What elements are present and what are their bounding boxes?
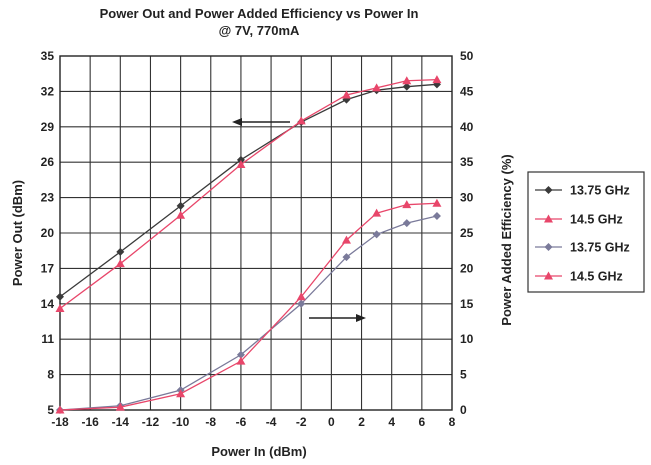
x-tick-label: 2 <box>358 415 365 429</box>
data-point <box>372 83 382 92</box>
y-left-tick-label: 5 <box>47 403 54 417</box>
data-point <box>236 350 245 359</box>
chart-subtitle: @ 7V, 770mA <box>219 23 300 38</box>
y-right-tick-label: 25 <box>460 226 474 240</box>
y-left-tick-label: 23 <box>41 191 55 205</box>
tick-labels: -18 -16 -14 -12 -10 -8 -6 -4 -2 0 2 4 6 8 5 8 11 14 17 20 23… <box>41 49 474 429</box>
data-point <box>236 356 246 365</box>
left-arrow-head <box>232 118 242 126</box>
legend-label: 14.5 GHz <box>570 213 623 227</box>
data-point <box>432 198 442 207</box>
y-right-tick-label: 40 <box>460 120 474 134</box>
data-point <box>372 208 382 217</box>
y-left-axis-label: Power Out (dBm) <box>10 180 25 286</box>
legend-marker <box>544 271 553 280</box>
y-left-tick-label: 8 <box>47 368 54 382</box>
y-right-tick-label: 20 <box>460 261 474 275</box>
y-right-tick-label: 15 <box>460 297 474 311</box>
data-point <box>342 253 351 262</box>
data-point <box>176 210 186 219</box>
data-point <box>236 155 245 164</box>
chart-title: Power Out and Power Added Efficiency vs … <box>100 6 419 21</box>
x-tick-label: -4 <box>266 415 277 429</box>
data-point <box>402 200 412 209</box>
x-tick-label: -2 <box>296 415 307 429</box>
right-arrow-head <box>356 314 366 322</box>
x-tick-label: 8 <box>449 415 456 429</box>
data-point <box>297 299 306 308</box>
y-right-tick-label: 45 <box>460 84 474 98</box>
series-line <box>59 78 437 310</box>
data-point <box>432 212 441 221</box>
x-tick-label: 6 <box>419 415 426 429</box>
x-tick-label: 0 <box>328 415 335 429</box>
series-2 <box>55 75 442 313</box>
series-3 <box>56 212 441 414</box>
legend: 13.75 GHz 14.5 GHz 13.75 GHz 14.5 GHz <box>527 171 645 293</box>
data-point <box>402 76 412 85</box>
series-1 <box>56 80 441 301</box>
x-tick-label: -14 <box>112 415 130 429</box>
data-point <box>236 160 246 169</box>
x-tick-label: -12 <box>142 415 160 429</box>
data-point <box>116 247 125 256</box>
y-right-tick-label: 30 <box>460 191 474 205</box>
legend-item: 13.75 GHz <box>535 241 630 255</box>
y-left-tick-label: 14 <box>41 297 55 311</box>
legend-marker <box>544 214 553 223</box>
left-arrow-annotation <box>232 118 290 126</box>
data-point <box>176 201 185 210</box>
y-left-tick-label: 32 <box>41 84 55 98</box>
legend-item: 14.5 GHz <box>535 270 623 284</box>
data-point <box>56 292 64 301</box>
legend-label: 13.75 GHz <box>570 184 630 198</box>
x-tick-label: -8 <box>205 415 216 429</box>
legend-label: 13.75 GHz <box>570 241 630 255</box>
data-point <box>372 230 381 239</box>
y-left-tick-label: 35 <box>41 49 55 63</box>
legend-item: 13.75 GHz <box>535 184 630 198</box>
x-tick-label: -18 <box>51 415 69 429</box>
y-right-tick-label: 10 <box>460 332 474 346</box>
series-4 <box>55 198 442 414</box>
data-point <box>402 82 411 91</box>
y-left-tick-label: 17 <box>41 261 55 275</box>
x-tick-label: -6 <box>236 415 247 429</box>
legend-item: 14.5 GHz <box>535 213 623 227</box>
x-axis-label: Power In (dBm) <box>211 444 306 459</box>
series-layer <box>55 75 442 414</box>
data-point <box>115 402 125 411</box>
series-line <box>59 215 438 411</box>
data-point <box>176 389 186 398</box>
data-point <box>296 116 306 125</box>
data-point <box>296 292 306 301</box>
legend-marker <box>544 186 553 194</box>
legend-label: 14.5 GHz <box>570 270 623 284</box>
y-left-tick-label: 11 <box>41 332 54 346</box>
x-tick-label: -16 <box>81 415 99 429</box>
data-point <box>55 304 65 313</box>
data-point <box>341 90 351 99</box>
data-point <box>115 259 125 268</box>
y-right-tick-label: 0 <box>460 403 467 417</box>
x-tick-label: -10 <box>172 415 190 429</box>
y-right-tick-label: 50 <box>460 49 474 63</box>
y-right-tick-label: 35 <box>460 155 474 169</box>
data-point <box>402 219 411 228</box>
data-point <box>432 75 442 84</box>
right-arrow-annotation <box>309 314 366 322</box>
y-right-axis-label: Power Added Efficiency (%) <box>499 154 514 325</box>
x-tick-label: 4 <box>388 415 395 429</box>
legend-marker <box>544 243 553 251</box>
data-point <box>341 235 351 244</box>
plot-frame <box>59 55 453 411</box>
y-left-tick-label: 26 <box>41 155 55 169</box>
y-right-tick-label: 5 <box>460 368 467 382</box>
y-left-tick-label: 20 <box>41 226 55 240</box>
y-left-tick-label: 29 <box>41 120 55 134</box>
data-point <box>55 405 65 414</box>
grid <box>60 56 452 410</box>
series-line <box>59 83 437 298</box>
